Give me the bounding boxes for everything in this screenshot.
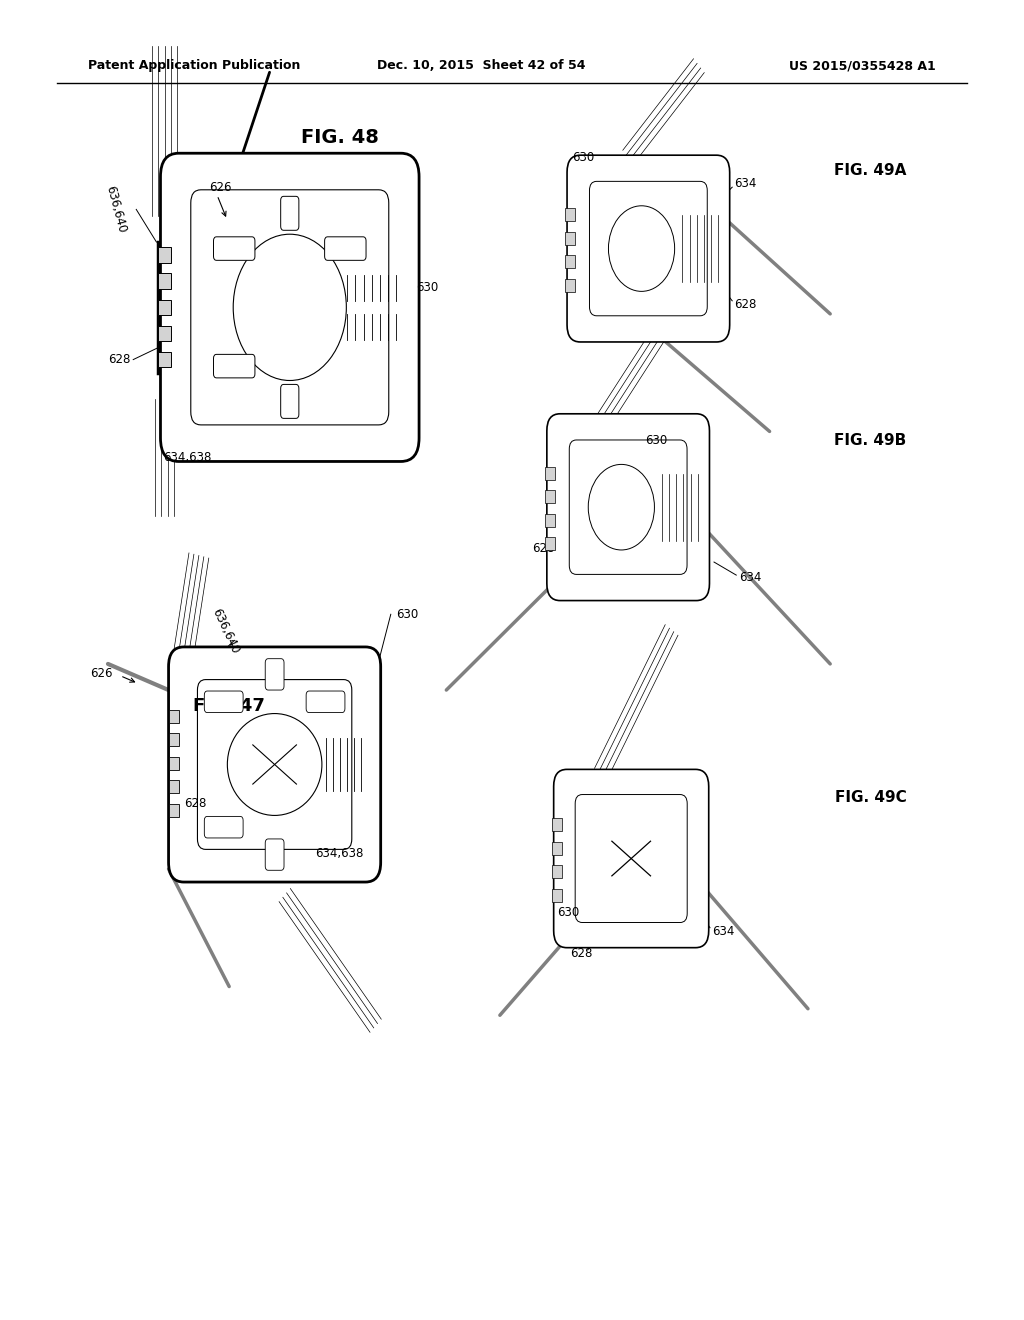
FancyBboxPatch shape xyxy=(567,156,730,342)
Bar xyxy=(159,351,171,367)
FancyBboxPatch shape xyxy=(281,384,299,418)
Bar xyxy=(169,804,178,817)
FancyBboxPatch shape xyxy=(554,770,709,948)
Bar xyxy=(169,780,178,793)
Bar xyxy=(545,513,555,527)
Text: 628: 628 xyxy=(532,543,555,556)
Text: FIG. 47: FIG. 47 xyxy=(194,697,265,714)
Text: FIG. 48: FIG. 48 xyxy=(301,128,379,147)
Bar xyxy=(565,209,575,222)
Bar xyxy=(552,865,562,878)
Bar xyxy=(565,279,575,292)
Bar xyxy=(565,231,575,244)
Text: US 2015/0355428 A1: US 2015/0355428 A1 xyxy=(790,59,936,73)
FancyBboxPatch shape xyxy=(169,647,381,882)
FancyBboxPatch shape xyxy=(325,236,366,260)
Bar xyxy=(552,888,562,902)
FancyBboxPatch shape xyxy=(205,816,243,838)
Text: 630: 630 xyxy=(645,434,668,447)
Bar xyxy=(545,537,555,550)
Bar xyxy=(565,255,575,268)
Text: 634: 634 xyxy=(739,572,762,585)
Bar xyxy=(545,467,555,479)
FancyBboxPatch shape xyxy=(161,153,419,462)
FancyBboxPatch shape xyxy=(547,413,710,601)
FancyBboxPatch shape xyxy=(214,236,255,260)
Bar xyxy=(159,247,171,263)
Text: 628: 628 xyxy=(570,948,593,961)
Text: 628: 628 xyxy=(183,797,206,810)
FancyBboxPatch shape xyxy=(281,197,299,230)
Text: Patent Application Publication: Patent Application Publication xyxy=(88,59,300,73)
Bar xyxy=(545,490,555,503)
Text: 634: 634 xyxy=(734,177,757,190)
Text: 636,640: 636,640 xyxy=(209,607,242,656)
Text: 628: 628 xyxy=(108,352,130,366)
FancyBboxPatch shape xyxy=(205,692,243,713)
FancyBboxPatch shape xyxy=(306,692,345,713)
FancyBboxPatch shape xyxy=(265,659,284,690)
Bar xyxy=(552,842,562,854)
Bar xyxy=(169,756,178,770)
FancyBboxPatch shape xyxy=(214,354,255,378)
Text: FIG. 49A: FIG. 49A xyxy=(835,162,907,178)
Text: 634,638: 634,638 xyxy=(315,847,364,859)
Text: Dec. 10, 2015  Sheet 42 of 54: Dec. 10, 2015 Sheet 42 of 54 xyxy=(378,59,586,73)
Text: 630: 630 xyxy=(557,906,580,919)
Text: 636,640: 636,640 xyxy=(102,185,128,235)
Text: 630: 630 xyxy=(396,607,418,620)
Bar xyxy=(169,733,178,746)
Text: FIG. 49C: FIG. 49C xyxy=(835,789,906,805)
Text: 634: 634 xyxy=(712,925,734,939)
Text: FIG. 49B: FIG. 49B xyxy=(835,433,906,447)
Bar xyxy=(552,818,562,832)
Text: 626: 626 xyxy=(209,181,231,194)
Bar xyxy=(159,300,171,315)
FancyBboxPatch shape xyxy=(265,840,284,870)
Text: 626: 626 xyxy=(90,667,113,680)
Bar xyxy=(159,326,171,342)
Text: 630: 630 xyxy=(572,150,595,164)
Text: 634,638: 634,638 xyxy=(164,451,212,465)
Text: 630: 630 xyxy=(416,281,438,294)
Text: 628: 628 xyxy=(734,298,757,312)
Bar xyxy=(159,273,171,289)
Bar xyxy=(169,710,178,722)
